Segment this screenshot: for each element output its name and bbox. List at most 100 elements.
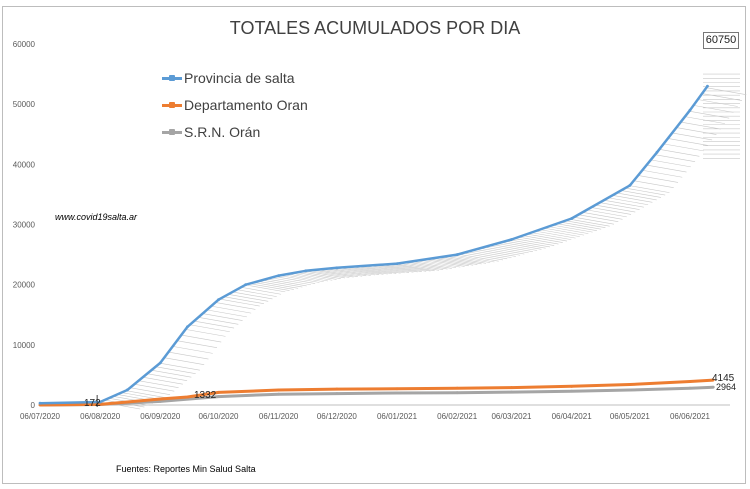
leader-line: [590, 207, 632, 215]
data-point-0: [186, 325, 189, 329]
data-point-1: [628, 383, 632, 386]
leader-line: [129, 387, 171, 396]
leader-line: [556, 223, 597, 231]
leader-line: [415, 260, 457, 269]
leader-line: [569, 218, 610, 227]
leader-line: [347, 266, 388, 275]
leader-line: [441, 256, 482, 265]
legend-label-oran: Departamento Oran: [184, 97, 308, 113]
leader-line: [232, 291, 273, 300]
data-point-0: [125, 388, 129, 392]
data-point-1: [217, 390, 220, 394]
data-point-0: [570, 217, 574, 220]
leader-line: [535, 230, 576, 239]
leader-line: [164, 357, 205, 366]
leader-line: [620, 190, 661, 198]
data-point-1: [277, 388, 281, 392]
leader-line: [437, 257, 478, 265]
leader-line: [377, 264, 418, 273]
data-point-1: [570, 384, 574, 388]
data-point-2: [510, 390, 513, 394]
leader-line: [411, 261, 452, 269]
x-tick-label: 06/08/2020: [80, 412, 121, 421]
leader-line: [330, 268, 371, 276]
data-point-1: [688, 380, 692, 383]
leader-line: [676, 127, 717, 135]
leader-line: [424, 259, 465, 267]
leader-line: [573, 216, 615, 225]
leader-line: [667, 138, 708, 146]
leader-line: [450, 255, 491, 263]
leader-line: [181, 334, 222, 343]
leader-line: [505, 240, 546, 249]
data-point-0: [455, 253, 459, 256]
data-point-0: [217, 298, 220, 302]
data-point-2: [570, 389, 574, 393]
data-point-0: [304, 269, 308, 273]
data-point-0: [655, 150, 659, 154]
y-tick-label: 0: [31, 401, 36, 410]
data-point-0: [38, 401, 42, 405]
leader-line: [381, 264, 422, 272]
oran-mid-label: 1332: [194, 390, 217, 401]
leader-line: [326, 268, 367, 277]
leader-line: [467, 251, 508, 260]
legend-marker-oran: [169, 102, 175, 108]
leader-line: [373, 264, 414, 273]
leader-line: [544, 227, 585, 236]
data-point-2: [277, 392, 281, 396]
leader-line: [258, 280, 299, 289]
leader-line: [582, 212, 623, 220]
leader-line: [309, 270, 350, 278]
leader-line: [642, 169, 683, 178]
leader-line: [458, 253, 499, 262]
data-point-2: [711, 385, 715, 389]
leader-line: [531, 232, 572, 240]
leader-line: [266, 278, 307, 287]
x-tick-label: 06/04/2021: [552, 412, 593, 421]
leader-line: [501, 242, 542, 250]
data-point-2: [628, 388, 632, 392]
x-tick-label: 06/05/2021: [610, 412, 651, 421]
data-point-1: [395, 387, 399, 391]
leader-line: [134, 383, 175, 392]
leader-line: [147, 373, 188, 382]
x-tick-label: 06/01/2021: [377, 412, 418, 421]
leader-line: [313, 269, 354, 278]
leader-line: [475, 249, 516, 257]
leader-line: [206, 309, 247, 318]
leader-line: [394, 263, 435, 272]
data-point-1: [510, 386, 513, 389]
leader-line: [202, 313, 243, 321]
leader-line: [693, 105, 734, 113]
chart-title: TOTALES ACUMULADOS POR DIA: [229, 18, 521, 38]
data-point-0: [277, 274, 281, 278]
x-tick-label: 06/12/2020: [317, 412, 358, 421]
y-tick-label: 30000: [13, 221, 36, 230]
data-point-2: [395, 391, 399, 395]
leader-line: [189, 324, 230, 333]
leader-line: [159, 362, 200, 371]
leader-line: [407, 261, 448, 270]
data-point-2: [158, 399, 162, 403]
leader-line: [245, 284, 286, 293]
leader-line: [599, 202, 640, 210]
leader-line: [142, 376, 183, 385]
srn-end-label: 2964: [716, 382, 737, 392]
x-tick-label: 06/10/2020: [198, 412, 239, 421]
data-point-0: [244, 283, 248, 287]
leader-line: [603, 199, 644, 208]
leader-line: [168, 351, 209, 360]
leader-line: [518, 236, 559, 245]
leader-line: [672, 132, 713, 141]
y-tick-label: 60000: [13, 40, 36, 49]
leader-line: [612, 195, 653, 203]
leader-line: [386, 264, 427, 272]
data-point-0: [335, 266, 339, 270]
legend-marker-srn: [169, 129, 175, 135]
leader-line: [228, 294, 269, 302]
x-tick-label: 06/07/2020: [20, 412, 61, 421]
leader-line: [484, 246, 525, 255]
leader-line: [369, 265, 410, 273]
